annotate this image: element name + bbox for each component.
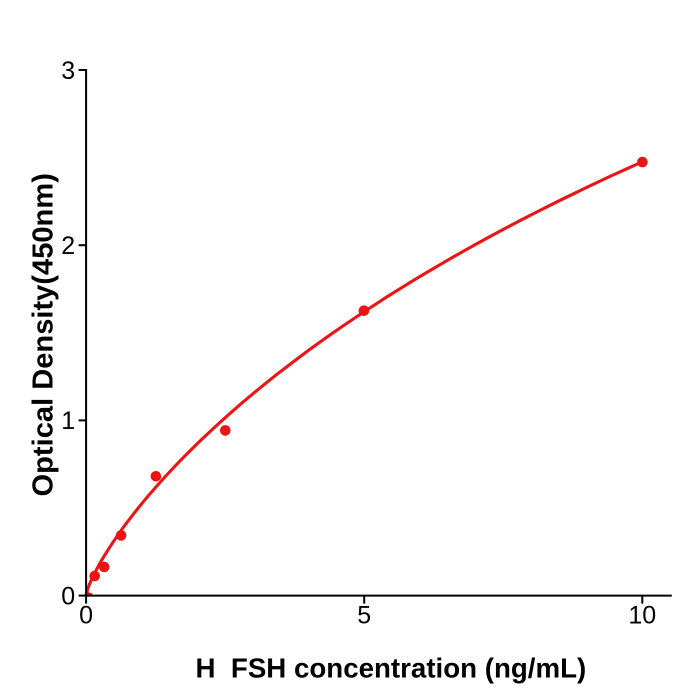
svg-text:H FSH concentration (ng/mL): H FSH concentration (ng/mL)	[196, 653, 587, 684]
svg-text:0: 0	[61, 582, 75, 610]
svg-text:10: 10	[628, 602, 656, 630]
svg-text:2: 2	[61, 232, 75, 260]
svg-text:3: 3	[61, 57, 75, 85]
svg-text:Optical Density(450nm): Optical Density(450nm)	[28, 173, 60, 496]
svg-text:0: 0	[79, 602, 93, 630]
svg-text:5: 5	[357, 602, 371, 630]
svg-text:1: 1	[61, 407, 75, 435]
